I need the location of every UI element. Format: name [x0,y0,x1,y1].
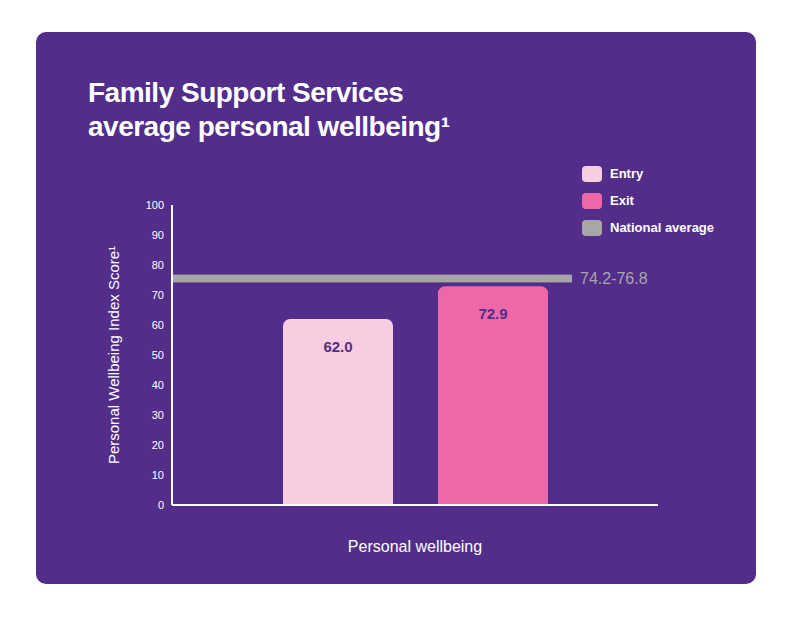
svg-text:100: 100 [146,199,164,211]
svg-text:Personal wellbeing: Personal wellbeing [348,538,482,555]
svg-text:90: 90 [152,229,164,241]
html-text:average personal wellbeing¹: average personal wellbeing¹ [88,111,450,142]
html-text:Exit: Exit [610,193,634,208]
svg-text:30: 30 [152,409,164,421]
svg-text:60: 60 [152,319,164,331]
svg-text:20: 20 [152,439,164,451]
svg-text:72.9: 72.9 [478,305,507,322]
svg-text:74.2-76.8: 74.2-76.8 [580,270,648,287]
svg-text:40: 40 [152,379,164,391]
svg-text:Personal Wellbeing Index Score: Personal Wellbeing Index Score¹ [105,246,122,464]
svg-text:10: 10 [152,469,164,481]
html-text:Family Support Services: Family Support Services [88,77,404,108]
svg-text:0: 0 [158,499,164,511]
svg-text:70: 70 [152,289,164,301]
html-text:National average: National average [610,220,714,235]
svg-text:80: 80 [152,259,164,271]
html-text:Entry: Entry [610,166,644,181]
svg-text:50: 50 [152,349,164,361]
svg-text:62.0: 62.0 [323,338,352,355]
